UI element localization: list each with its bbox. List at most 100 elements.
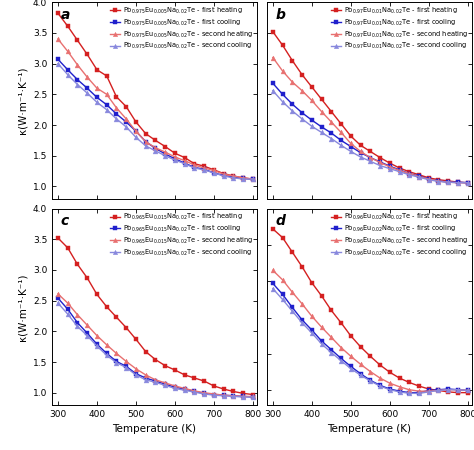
Pb$_{0.975}$Eu$_{0.005}$Na$_{0.02}$Te - second heating — [114, 105, 119, 111]
Pb$_{0.975}$Eu$_{0.005}$Na$_{0.02}$Te - first cooling — [162, 151, 168, 157]
Pb$_{0.96}$Eu$_{0.02}$Na$_{0.02}$Te - first cooling — [406, 390, 412, 396]
Pb$_{0.965}$Eu$_{0.015}$Na$_{0.02}$Te - second cooling — [221, 393, 227, 399]
Pb$_{0.965}$Eu$_{0.015}$Na$_{0.02}$Te - second heating — [65, 301, 71, 306]
Pb$_{0.965}$Eu$_{0.015}$Na$_{0.02}$Te - second cooling — [153, 380, 158, 385]
Pb$_{0.965}$Eu$_{0.015}$Na$_{0.02}$Te - first cooling — [162, 382, 168, 387]
Text: a: a — [60, 8, 70, 22]
Pb$_{0.96}$Eu$_{0.02}$Na$_{0.02}$Te - first heating — [299, 264, 305, 270]
Pb$_{0.97}$Eu$_{0.01}$Na$_{0.02}$Te - second cooling — [397, 169, 402, 175]
Pb$_{0.97}$Eu$_{0.01}$Na$_{0.02}$Te - first cooling — [416, 173, 422, 179]
Pb$_{0.96}$Eu$_{0.02}$Na$_{0.02}$Te - first cooling — [426, 388, 432, 393]
Pb$_{0.965}$Eu$_{0.015}$Na$_{0.02}$Te - second cooling — [211, 392, 217, 398]
Pb$_{0.975}$Eu$_{0.005}$Na$_{0.02}$Te - first heating — [133, 119, 139, 125]
Pb$_{0.965}$Eu$_{0.015}$Na$_{0.02}$Te - second cooling — [201, 391, 207, 396]
Pb$_{0.975}$Eu$_{0.005}$Na$_{0.02}$Te - second cooling — [162, 153, 168, 158]
Pb$_{0.97}$Eu$_{0.01}$Na$_{0.02}$Te - second heating — [377, 160, 383, 165]
Pb$_{0.975}$Eu$_{0.005}$Na$_{0.02}$Te - first heating — [65, 23, 71, 29]
Pb$_{0.96}$Eu$_{0.02}$Na$_{0.02}$Te - second cooling — [406, 391, 412, 396]
Pb$_{0.96}$Eu$_{0.02}$Na$_{0.02}$Te - first cooling — [348, 364, 354, 369]
Pb$_{0.97}$Eu$_{0.01}$Na$_{0.02}$Te - first heating — [416, 172, 422, 177]
Pb$_{0.96}$Eu$_{0.02}$Na$_{0.02}$Te - second cooling — [299, 320, 305, 325]
Pb$_{0.975}$Eu$_{0.005}$Na$_{0.02}$Te - first heating — [123, 104, 129, 109]
Pb$_{0.975}$Eu$_{0.005}$Na$_{0.02}$Te - first heating — [211, 167, 217, 172]
Pb$_{0.965}$Eu$_{0.015}$Na$_{0.02}$Te - first cooling — [191, 389, 197, 394]
Pb$_{0.965}$Eu$_{0.015}$Na$_{0.02}$Te - second cooling — [230, 394, 236, 399]
Pb$_{0.975}$Eu$_{0.005}$Na$_{0.02}$Te - second cooling — [211, 170, 217, 176]
Pb$_{0.97}$Eu$_{0.01}$Na$_{0.02}$Te - second heating — [455, 180, 461, 185]
Pb$_{0.96}$Eu$_{0.02}$Na$_{0.02}$Te - second heating — [416, 388, 422, 394]
Pb$_{0.965}$Eu$_{0.015}$Na$_{0.02}$Te - second heating — [211, 391, 217, 396]
Pb$_{0.965}$Eu$_{0.015}$Na$_{0.02}$Te - second heating — [250, 394, 255, 399]
Pb$_{0.96}$Eu$_{0.02}$Na$_{0.02}$Te - second cooling — [328, 350, 334, 356]
Pb$_{0.96}$Eu$_{0.02}$Na$_{0.02}$Te - second cooling — [367, 378, 373, 384]
Pb$_{0.97}$Eu$_{0.01}$Na$_{0.02}$Te - first cooling — [358, 150, 364, 155]
Pb$_{0.965}$Eu$_{0.015}$Na$_{0.02}$Te - second heating — [182, 386, 188, 391]
Pb$_{0.97}$Eu$_{0.01}$Na$_{0.02}$Te - second heating — [270, 55, 276, 60]
Y-axis label: κ(W·m⁻¹·K⁻¹): κ(W·m⁻¹·K⁻¹) — [18, 67, 27, 134]
Pb$_{0.965}$Eu$_{0.015}$Na$_{0.02}$Te - first cooling — [153, 378, 158, 384]
Pb$_{0.965}$Eu$_{0.015}$Na$_{0.02}$Te - first cooling — [211, 392, 217, 397]
Pb$_{0.97}$Eu$_{0.01}$Na$_{0.02}$Te - second cooling — [319, 130, 324, 135]
Pb$_{0.96}$Eu$_{0.02}$Na$_{0.02}$Te - first heating — [406, 380, 412, 385]
Pb$_{0.97}$Eu$_{0.01}$Na$_{0.02}$Te - first heating — [290, 58, 295, 63]
Pb$_{0.96}$Eu$_{0.02}$Na$_{0.02}$Te - second heating — [387, 380, 392, 386]
Pb$_{0.96}$Eu$_{0.02}$Na$_{0.02}$Te - second cooling — [436, 388, 441, 393]
Pb$_{0.965}$Eu$_{0.015}$Na$_{0.02}$Te - second heating — [104, 342, 109, 347]
Pb$_{0.975}$Eu$_{0.005}$Na$_{0.02}$Te - first cooling — [65, 67, 71, 72]
Pb$_{0.97}$Eu$_{0.01}$Na$_{0.02}$Te - second cooling — [436, 179, 441, 184]
Pb$_{0.97}$Eu$_{0.01}$Na$_{0.02}$Te - first heating — [465, 180, 471, 185]
Line: Pb$_{0.965}$Eu$_{0.015}$Na$_{0.02}$Te - first cooling: Pb$_{0.965}$Eu$_{0.015}$Na$_{0.02}$Te - … — [55, 296, 255, 400]
Pb$_{0.97}$Eu$_{0.01}$Na$_{0.02}$Te - first heating — [309, 84, 315, 90]
Pb$_{0.965}$Eu$_{0.015}$Na$_{0.02}$Te - first cooling — [74, 320, 80, 325]
Pb$_{0.965}$Eu$_{0.015}$Na$_{0.02}$Te - first heating — [201, 378, 207, 384]
Pb$_{0.965}$Eu$_{0.015}$Na$_{0.02}$Te - second cooling — [172, 386, 178, 391]
Pb$_{0.96}$Eu$_{0.02}$Na$_{0.02}$Te - second heating — [377, 375, 383, 381]
Pb$_{0.96}$Eu$_{0.02}$Na$_{0.02}$Te - first cooling — [436, 387, 441, 392]
Pb$_{0.965}$Eu$_{0.015}$Na$_{0.02}$Te - second heating — [114, 351, 119, 356]
Pb$_{0.965}$Eu$_{0.015}$Na$_{0.02}$Te - first heating — [65, 245, 71, 251]
Pb$_{0.97}$Eu$_{0.01}$Na$_{0.02}$Te - second heating — [465, 180, 471, 185]
Pb$_{0.97}$Eu$_{0.01}$Na$_{0.02}$Te - first heating — [377, 155, 383, 160]
Pb$_{0.975}$Eu$_{0.005}$Na$_{0.02}$Te - second heating — [104, 92, 109, 97]
Pb$_{0.975}$Eu$_{0.005}$Na$_{0.02}$Te - second cooling — [104, 107, 109, 112]
Pb$_{0.975}$Eu$_{0.005}$Na$_{0.02}$Te - second cooling — [230, 175, 236, 180]
Pb$_{0.96}$Eu$_{0.02}$Na$_{0.02}$Te - second cooling — [309, 330, 315, 336]
Pb$_{0.975}$Eu$_{0.005}$Na$_{0.02}$Te - second cooling — [133, 135, 139, 140]
Pb$_{0.97}$Eu$_{0.01}$Na$_{0.02}$Te - first heating — [319, 97, 324, 102]
Pb$_{0.96}$Eu$_{0.02}$Na$_{0.02}$Te - first cooling — [290, 305, 295, 310]
Pb$_{0.97}$Eu$_{0.01}$Na$_{0.02}$Te - second heating — [426, 176, 432, 182]
Pb$_{0.965}$Eu$_{0.015}$Na$_{0.02}$Te - first heating — [114, 315, 119, 320]
Pb$_{0.965}$Eu$_{0.015}$Na$_{0.02}$Te - first cooling — [143, 375, 148, 381]
Pb$_{0.96}$Eu$_{0.02}$Na$_{0.02}$Te - second cooling — [455, 387, 461, 392]
Pb$_{0.96}$Eu$_{0.02}$Na$_{0.02}$Te - first cooling — [358, 371, 364, 376]
Pb$_{0.965}$Eu$_{0.015}$Na$_{0.02}$Te - first heating — [74, 262, 80, 267]
Pb$_{0.975}$Eu$_{0.005}$Na$_{0.02}$Te - second heating — [74, 62, 80, 68]
Pb$_{0.975}$Eu$_{0.005}$Na$_{0.02}$Te - first cooling — [114, 111, 119, 117]
Pb$_{0.97}$Eu$_{0.01}$Na$_{0.02}$Te - first cooling — [309, 117, 315, 123]
Pb$_{0.97}$Eu$_{0.01}$Na$_{0.02}$Te - second cooling — [416, 175, 422, 180]
Pb$_{0.97}$Eu$_{0.01}$Na$_{0.02}$Te - second cooling — [406, 172, 412, 177]
Pb$_{0.975}$Eu$_{0.005}$Na$_{0.02}$Te - first cooling — [172, 156, 178, 162]
Pb$_{0.96}$Eu$_{0.02}$Na$_{0.02}$Te - second cooling — [319, 341, 324, 346]
Pb$_{0.96}$Eu$_{0.02}$Na$_{0.02}$Te - second heating — [319, 324, 324, 330]
Pb$_{0.975}$Eu$_{0.005}$Na$_{0.02}$Te - second heating — [133, 129, 139, 134]
Pb$_{0.97}$Eu$_{0.01}$Na$_{0.02}$Te - second heating — [280, 68, 285, 74]
Line: Pb$_{0.975}$Eu$_{0.005}$Na$_{0.02}$Te - second cooling: Pb$_{0.975}$Eu$_{0.005}$Na$_{0.02}$Te - … — [55, 61, 255, 181]
Pb$_{0.97}$Eu$_{0.01}$Na$_{0.02}$Te - second heating — [338, 130, 344, 135]
Line: Pb$_{0.96}$Eu$_{0.02}$Na$_{0.02}$Te - first heating: Pb$_{0.96}$Eu$_{0.02}$Na$_{0.02}$Te - fi… — [270, 226, 470, 395]
Pb$_{0.97}$Eu$_{0.01}$Na$_{0.02}$Te - second cooling — [280, 99, 285, 104]
Pb$_{0.975}$Eu$_{0.005}$Na$_{0.02}$Te - first heating — [114, 94, 119, 99]
Pb$_{0.965}$Eu$_{0.015}$Na$_{0.02}$Te - first cooling — [94, 342, 100, 347]
Pb$_{0.975}$Eu$_{0.005}$Na$_{0.02}$Te - first heating — [230, 173, 236, 179]
Pb$_{0.965}$Eu$_{0.015}$Na$_{0.02}$Te - second cooling — [133, 372, 139, 378]
Pb$_{0.965}$Eu$_{0.015}$Na$_{0.02}$Te - second cooling — [94, 343, 100, 349]
Pb$_{0.975}$Eu$_{0.005}$Na$_{0.02}$Te - first heating — [182, 155, 188, 160]
Pb$_{0.965}$Eu$_{0.015}$Na$_{0.02}$Te - second heating — [162, 380, 168, 386]
Pb$_{0.96}$Eu$_{0.02}$Na$_{0.02}$Te - first cooling — [397, 388, 402, 394]
Pb$_{0.97}$Eu$_{0.01}$Na$_{0.02}$Te - second heating — [348, 141, 354, 146]
Pb$_{0.965}$Eu$_{0.015}$Na$_{0.02}$Te - first cooling — [221, 392, 227, 398]
Pb$_{0.97}$Eu$_{0.01}$Na$_{0.02}$Te - first cooling — [290, 101, 295, 107]
Pb$_{0.965}$Eu$_{0.015}$Na$_{0.02}$Te - first heating — [123, 325, 129, 330]
Pb$_{0.975}$Eu$_{0.005}$Na$_{0.02}$Te - first cooling — [84, 86, 90, 91]
Pb$_{0.97}$Eu$_{0.01}$Na$_{0.02}$Te - second heating — [290, 79, 295, 85]
